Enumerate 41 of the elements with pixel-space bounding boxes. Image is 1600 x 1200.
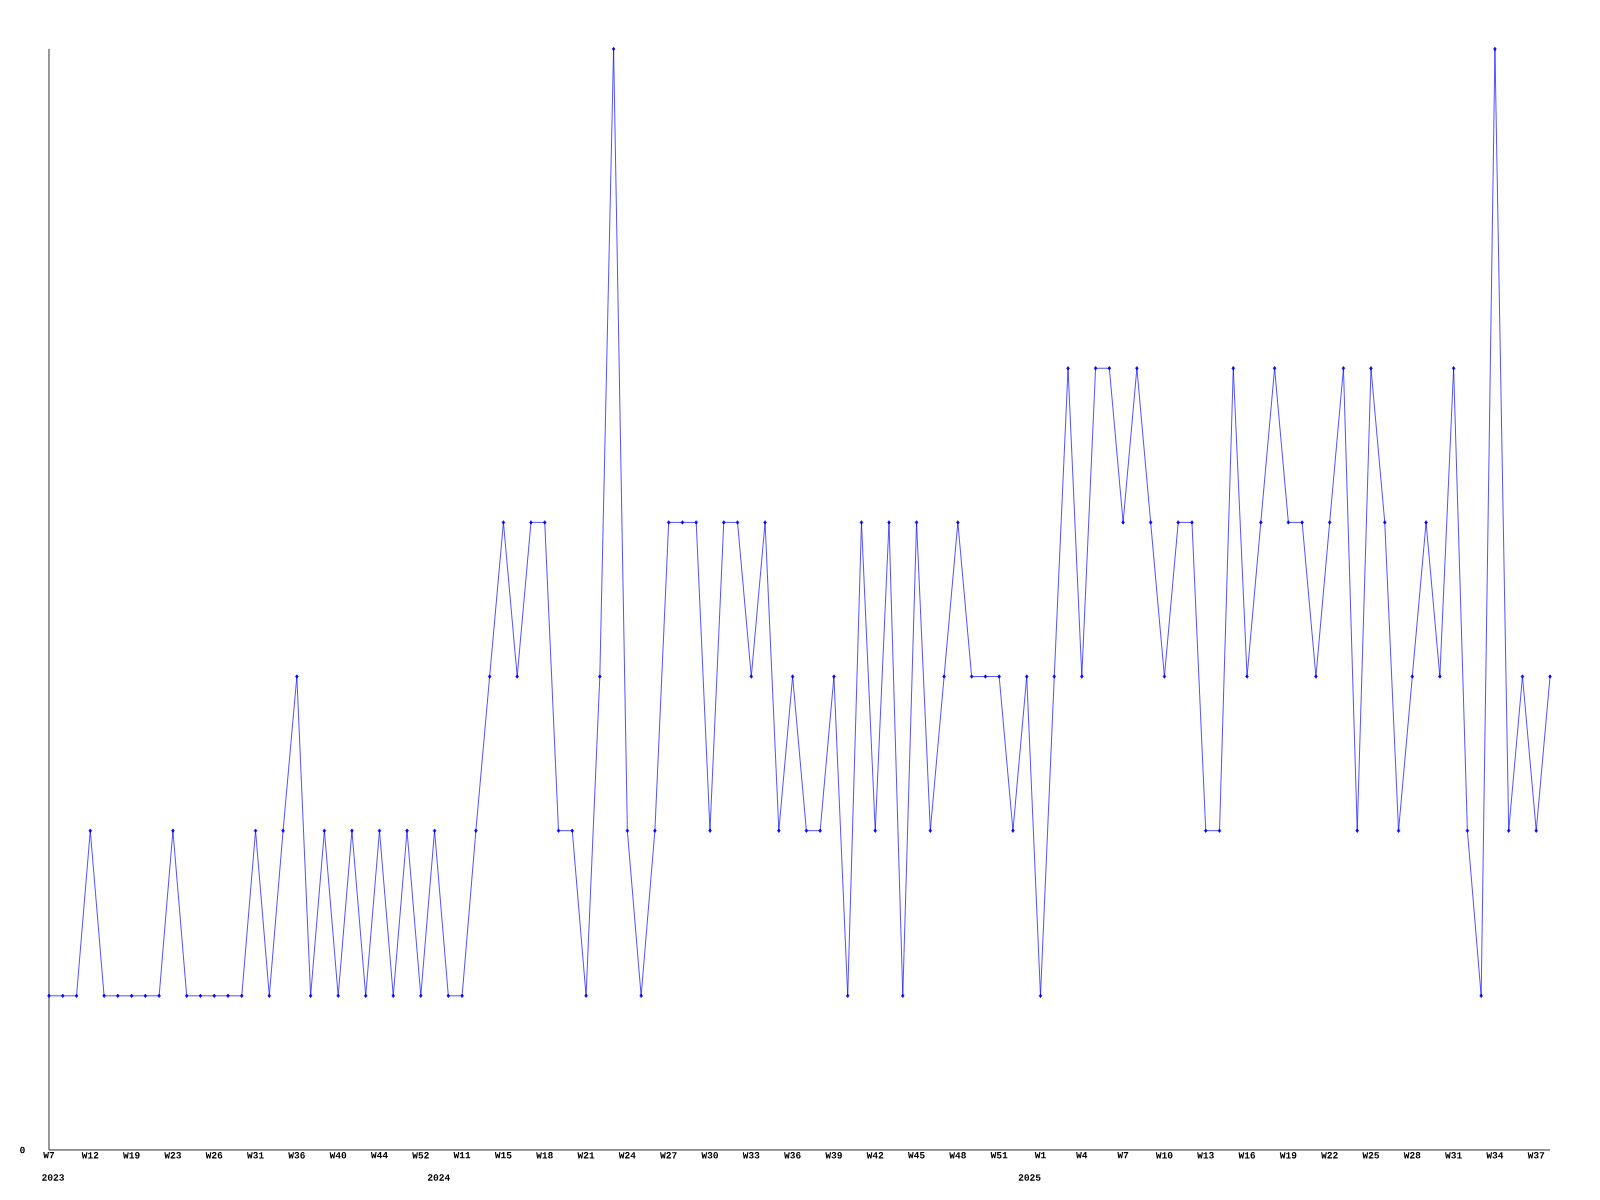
x-tick-label: W23 (164, 1152, 182, 1159)
x-tick-label: W12 (81, 1152, 99, 1159)
x-tick-label: W36 (784, 1152, 801, 1159)
text: 2024 (427, 1174, 450, 1181)
x-tick-label: W48 (949, 1152, 966, 1159)
x-tick-label: W25 (1362, 1152, 1380, 1159)
x-tick-label: W28 (1403, 1152, 1421, 1159)
x-tick-label: W33 (742, 1152, 760, 1159)
x-tick-label: W1 (1034, 1152, 1046, 1159)
x-tick-label: W34 (1486, 1152, 1504, 1159)
x-tick-label: W4 (1076, 1152, 1088, 1159)
text: 2023 (42, 1174, 65, 1181)
x-tick-label: W13 (1197, 1152, 1214, 1159)
x-tick-label: W26 (205, 1152, 223, 1159)
x-tick-label: W40 (329, 1152, 347, 1159)
x-tick-label: W51 (990, 1152, 1008, 1159)
x-tick-label: W22 (1321, 1152, 1338, 1159)
x-tick-label: W11 (453, 1152, 471, 1159)
x-tick-label: W7 (1117, 1152, 1129, 1159)
x-tick-label: W16 (1238, 1152, 1256, 1159)
x-tick-label: W44 (370, 1152, 388, 1159)
x-tick-label: W31 (246, 1152, 264, 1159)
x-tick-label: W10 (1155, 1152, 1173, 1159)
x-tick-label: W45 (907, 1152, 925, 1159)
x-tick-label: W19 (123, 1152, 140, 1159)
text: 2025 (1018, 1174, 1041, 1181)
x-tick-label: W36 (288, 1152, 305, 1159)
x-tick-label: W52 (412, 1152, 429, 1159)
x-tick-label: W19 (1279, 1152, 1297, 1159)
x-tick-label: W21 (577, 1152, 595, 1159)
x-tick-label: W24 (618, 1152, 636, 1159)
x-tick-label: W42 (866, 1152, 884, 1159)
x-tick-label: W31 (1445, 1152, 1462, 1159)
x-tick-label: W37 (1527, 1152, 1545, 1159)
x-tick-label: W15 (494, 1152, 512, 1159)
x-tick-label: W18 (536, 1152, 553, 1159)
x-tick-label: W7 (43, 1152, 55, 1159)
text: 0 (20, 1146, 25, 1154)
x-tick-label: W30 (701, 1152, 719, 1159)
x-tick-label: W39 (825, 1152, 842, 1159)
x-tick-label: W27 (660, 1152, 677, 1159)
